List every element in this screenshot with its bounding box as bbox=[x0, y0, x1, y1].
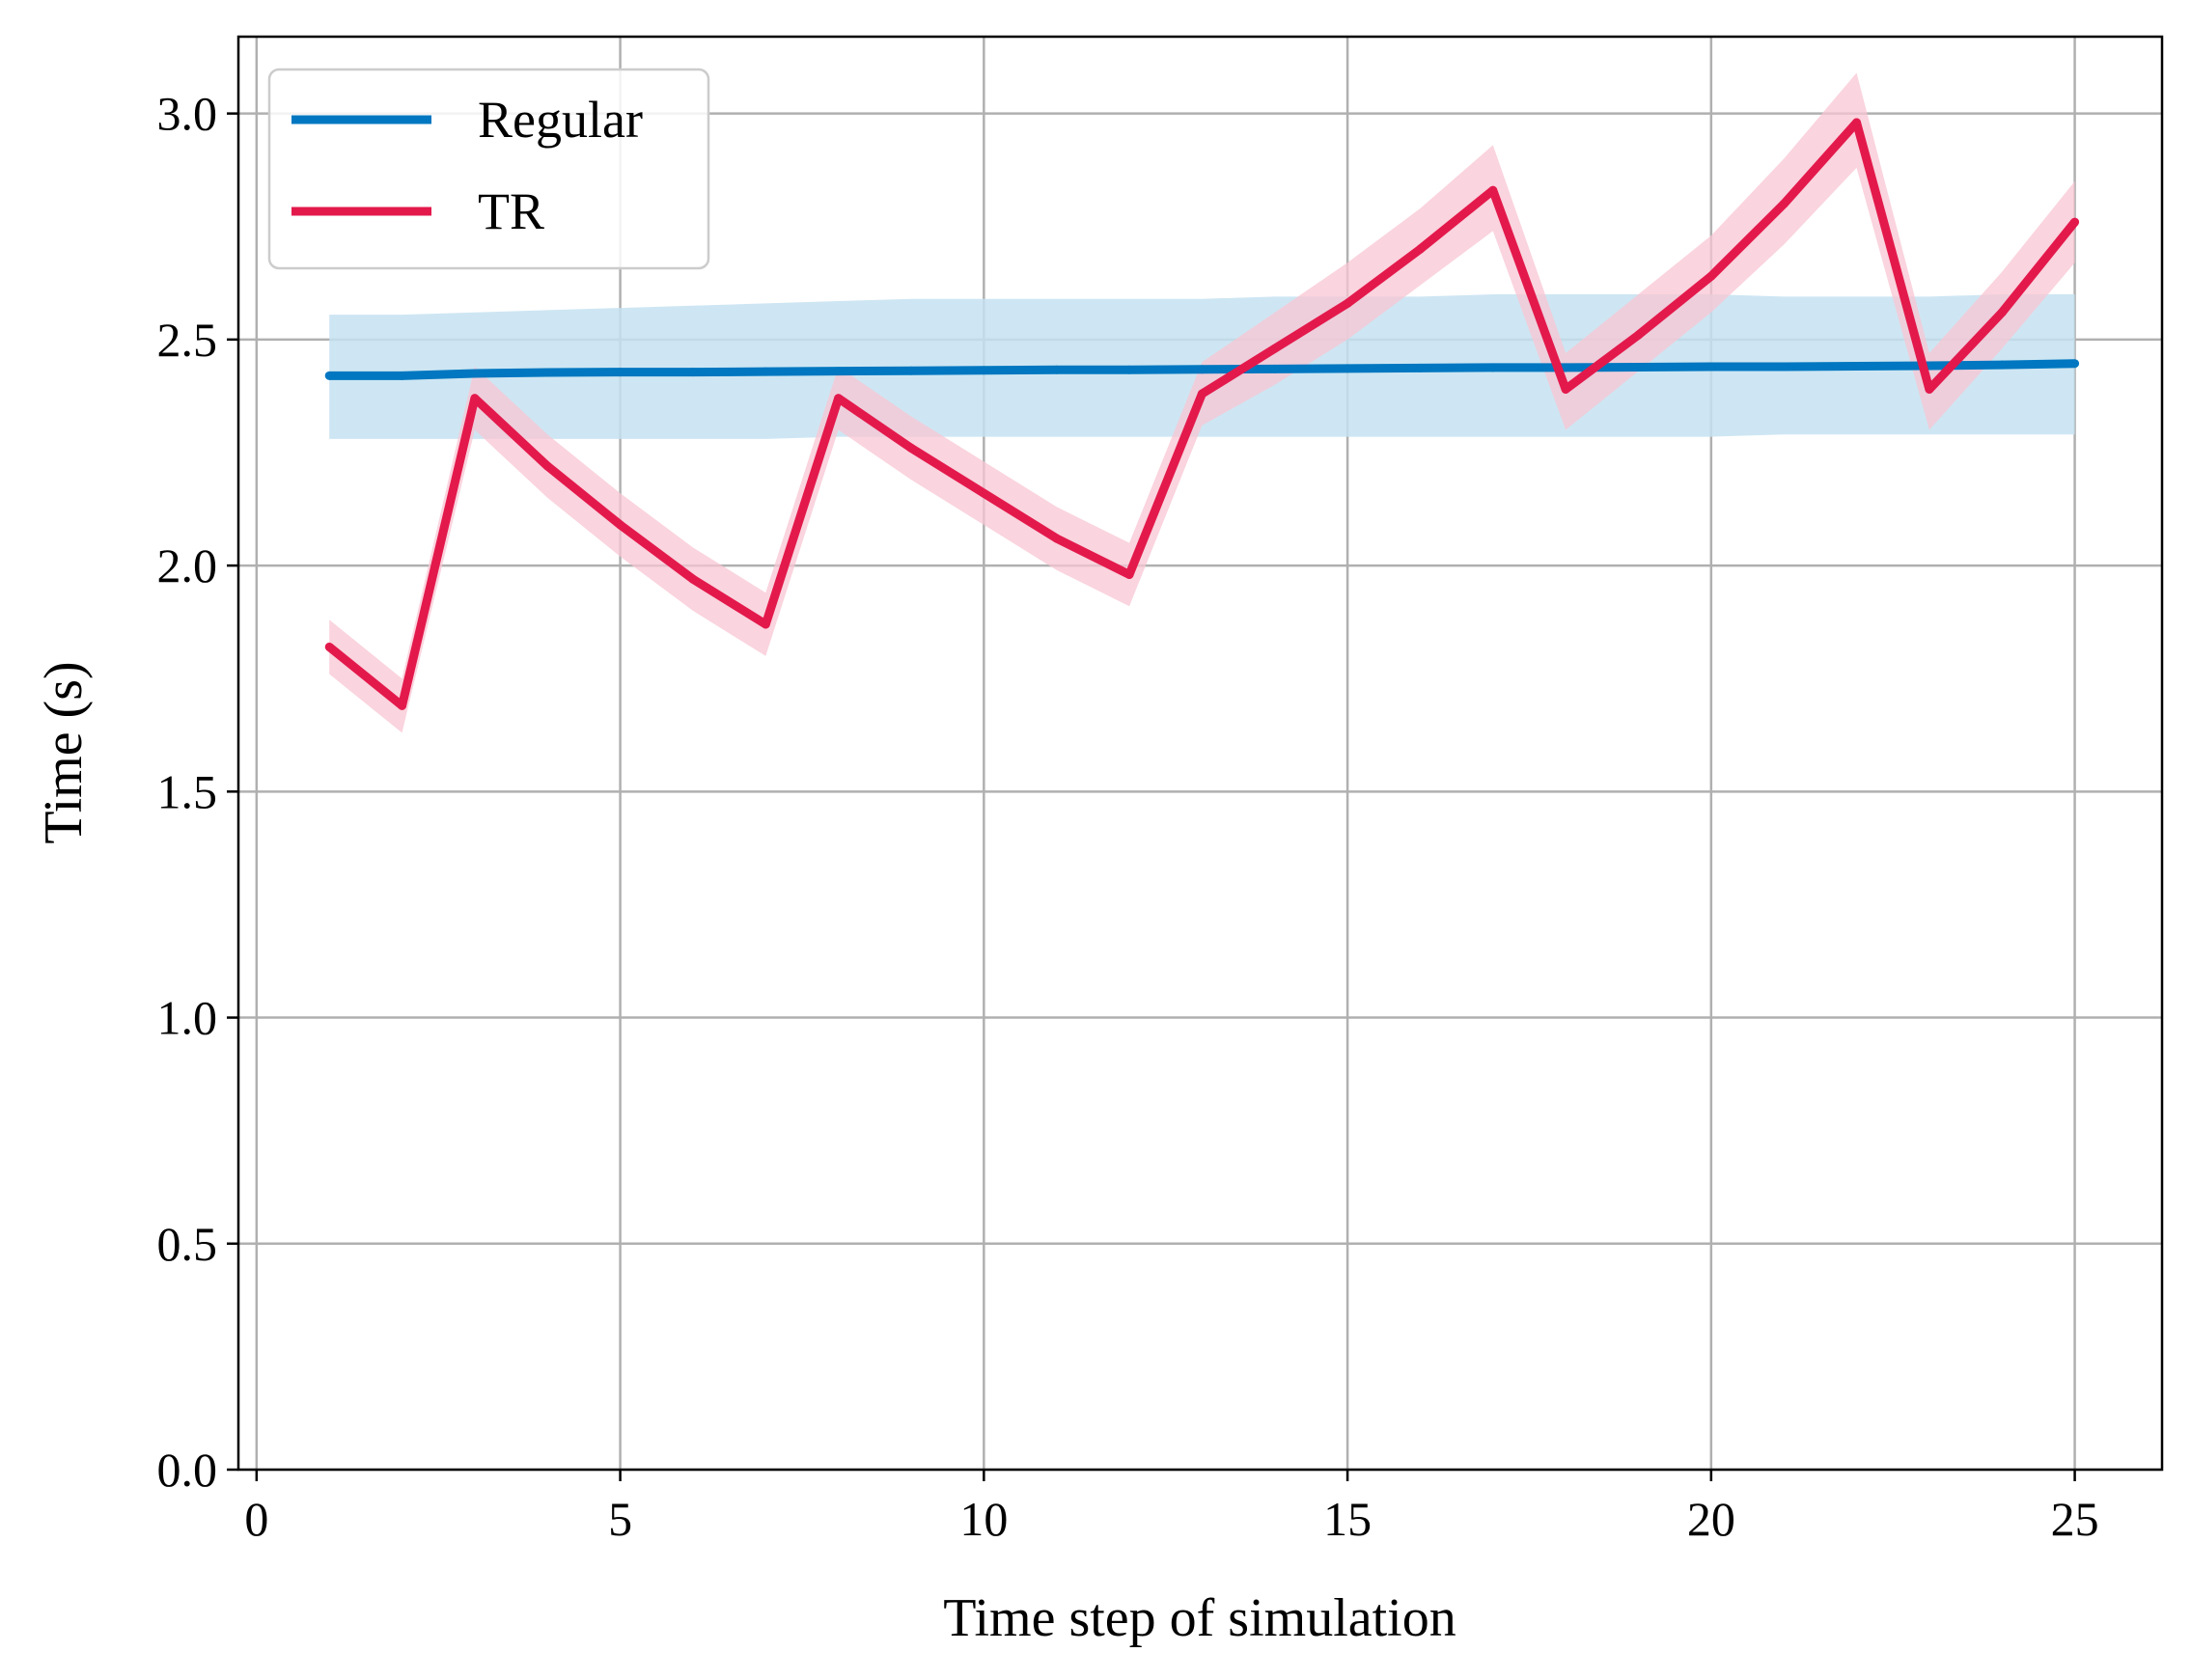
point-regular bbox=[542, 368, 552, 377]
point-tr bbox=[616, 520, 625, 530]
point-tr bbox=[1925, 384, 1934, 394]
legend-label-regular: Regular bbox=[478, 91, 643, 149]
point-regular bbox=[1124, 365, 1134, 374]
point-tr bbox=[906, 443, 916, 453]
series-lines bbox=[324, 118, 2080, 710]
x-axis-label: Time step of simulation bbox=[943, 1588, 1456, 1648]
y-axis-label: Time (s) bbox=[34, 661, 94, 843]
point-tr bbox=[470, 394, 480, 403]
grid bbox=[238, 37, 2162, 1472]
y-tick-label: 1.0 bbox=[157, 991, 218, 1045]
point-tr bbox=[834, 394, 844, 403]
point-regular bbox=[1488, 363, 1498, 372]
x-tick-label: 25 bbox=[2051, 1492, 2099, 1546]
plot-frame bbox=[236, 35, 2164, 1472]
point-regular bbox=[1197, 365, 1206, 374]
point-regular bbox=[1633, 362, 1643, 372]
y-tick-label: 2.5 bbox=[157, 313, 218, 367]
point-regular bbox=[324, 371, 334, 380]
point-tr bbox=[1633, 330, 1643, 340]
axis-ticks: 0 5 10 15 20 25 0.0 0.5 1.0 1.5 2.0 2.5 3.0 bbox=[157, 87, 2099, 1546]
point-regular bbox=[834, 367, 844, 376]
legend-label-tr: TR bbox=[478, 182, 544, 240]
point-regular bbox=[1343, 364, 1352, 373]
point-tr bbox=[1124, 569, 1134, 579]
point-tr bbox=[1561, 384, 1570, 394]
y-tick-label: 3.0 bbox=[157, 87, 218, 141]
y-tick-label: 1.5 bbox=[157, 764, 218, 818]
point-regular bbox=[1706, 362, 1716, 372]
point-tr bbox=[1852, 118, 1862, 127]
point-tr bbox=[2070, 217, 2080, 227]
point-tr bbox=[1415, 244, 1425, 254]
x-tick-label: 15 bbox=[1323, 1492, 1372, 1546]
point-tr bbox=[979, 488, 988, 498]
point-regular bbox=[1852, 362, 1862, 372]
point-tr bbox=[688, 574, 698, 584]
point-regular bbox=[761, 367, 770, 376]
point-tr bbox=[1706, 271, 1716, 281]
point-regular bbox=[470, 369, 480, 378]
point-regular bbox=[688, 368, 698, 377]
point-tr bbox=[761, 620, 770, 629]
x-tick-label: 5 bbox=[608, 1492, 632, 1546]
y-tick-label: 2.0 bbox=[157, 538, 218, 592]
point-tr bbox=[398, 701, 407, 710]
point-regular bbox=[616, 368, 625, 377]
x-tick-label: 0 bbox=[244, 1492, 268, 1546]
point-regular bbox=[979, 366, 988, 375]
point-tr bbox=[1779, 199, 1789, 208]
point-regular bbox=[1415, 363, 1425, 372]
y-tick-label: 0.0 bbox=[157, 1443, 218, 1497]
point-regular bbox=[1561, 363, 1570, 372]
x-tick-label: 20 bbox=[1687, 1492, 1735, 1546]
plot-background bbox=[238, 37, 2162, 1470]
point-tr bbox=[1488, 185, 1498, 195]
point-regular bbox=[1270, 364, 1280, 373]
point-tr bbox=[1343, 298, 1352, 308]
point-regular bbox=[1779, 362, 1789, 372]
point-regular bbox=[2070, 359, 2080, 369]
point-regular bbox=[1997, 360, 2007, 370]
y-tick-label: 0.5 bbox=[157, 1217, 218, 1271]
point-tr bbox=[542, 461, 552, 471]
point-regular bbox=[906, 366, 916, 375]
point-tr bbox=[1270, 344, 1280, 353]
point-regular bbox=[1052, 365, 1062, 374]
point-tr bbox=[1052, 534, 1062, 543]
point-tr bbox=[1997, 308, 2007, 317]
point-regular bbox=[398, 371, 407, 380]
legend: Regular TR bbox=[267, 68, 710, 270]
x-tick-label: 10 bbox=[959, 1492, 1008, 1546]
point-tr bbox=[324, 642, 334, 651]
point-tr bbox=[1197, 389, 1206, 399]
